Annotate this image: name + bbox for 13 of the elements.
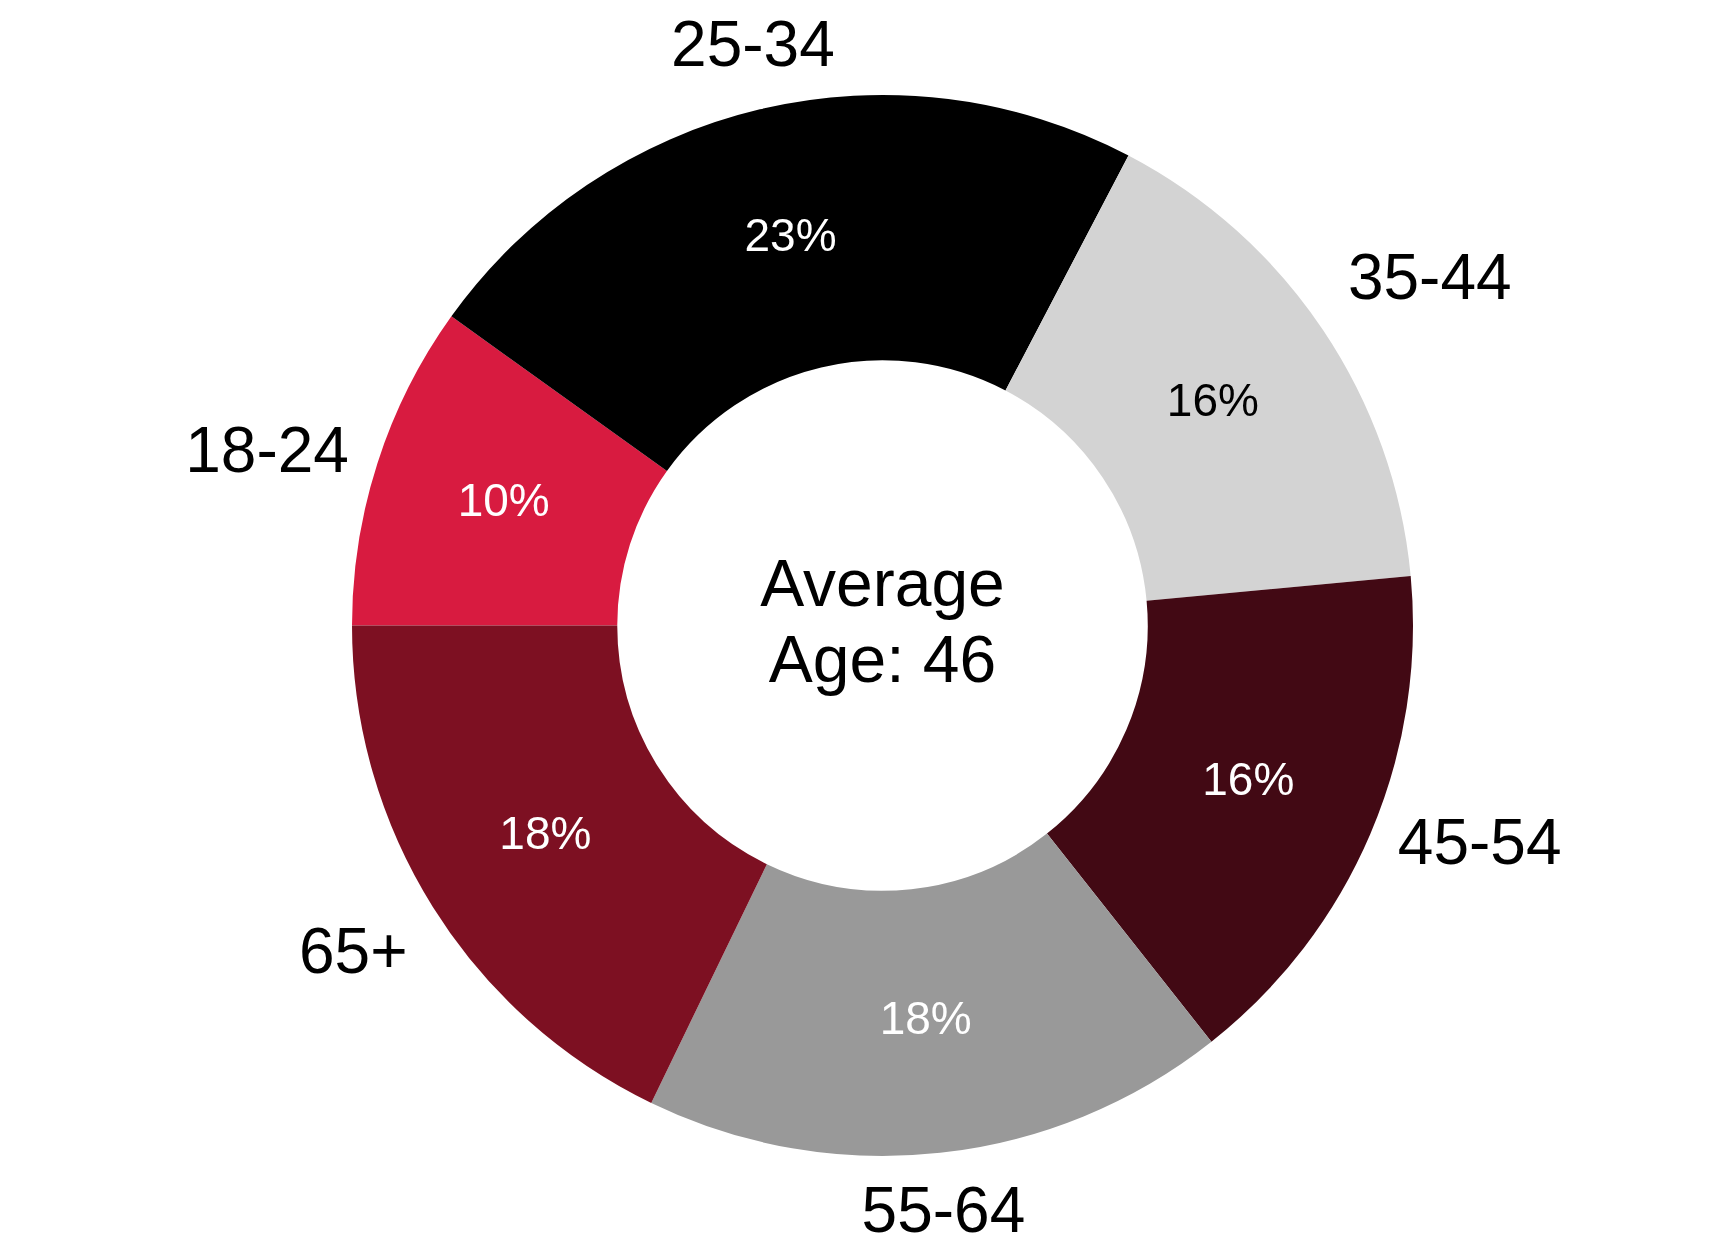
data-label: 10% xyxy=(457,474,550,527)
slice-label: 18-24 xyxy=(185,413,349,486)
slice-label: 55-64 xyxy=(861,1174,1026,1247)
data-label: 18% xyxy=(499,807,592,860)
data-label: 18% xyxy=(879,991,972,1044)
data-label: 23% xyxy=(744,209,837,262)
slice-label: 45-54 xyxy=(1397,805,1562,878)
data-label: 16% xyxy=(1166,374,1259,427)
slice-label: 35-44 xyxy=(1347,240,1512,313)
data-label: 16% xyxy=(1202,752,1295,805)
slice-label: 65+ xyxy=(299,914,408,987)
slice-label: 25-34 xyxy=(671,7,835,80)
text: Average Age: 46 xyxy=(760,545,1005,696)
